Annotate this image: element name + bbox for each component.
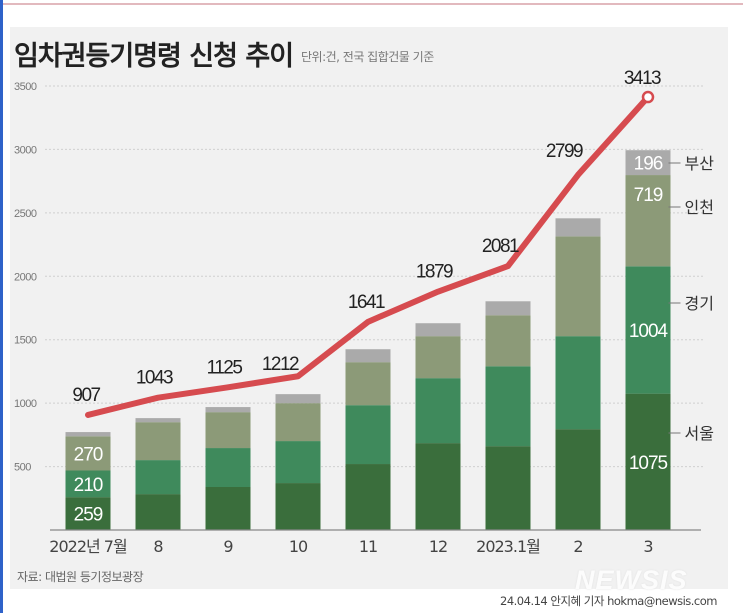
bar-segment-부산 xyxy=(485,301,531,316)
stacked-bars: 259 210 270 1075 1004 719 196 xyxy=(65,150,671,530)
bar-segment-인천 xyxy=(555,236,601,337)
bar-segment-경기 xyxy=(485,366,531,447)
segment-label: 719 xyxy=(634,185,663,206)
legend-label-인천: 인천 xyxy=(685,198,714,217)
legend-label-서울: 서울 xyxy=(685,424,714,443)
y-tick-label: 500 xyxy=(14,462,31,474)
bar-segment-인천 xyxy=(625,175,671,267)
bar-segment-서울 xyxy=(205,486,251,530)
segment-label: 259 xyxy=(74,505,103,526)
left-border xyxy=(0,0,3,613)
x-tick-label: 9 xyxy=(223,537,233,556)
bar-segment-경기 xyxy=(65,470,111,498)
bar-segment-부산 xyxy=(625,150,671,176)
x-tick-label: 10 xyxy=(289,537,308,556)
segment-label: 1075 xyxy=(629,453,668,474)
bar-segment-경기 xyxy=(275,441,321,484)
bar-segment-부산 xyxy=(135,418,181,423)
total-line-path xyxy=(85,94,651,418)
bar-segment-경기 xyxy=(345,405,391,465)
segment-label: 196 xyxy=(634,154,663,175)
y-tick-label: 3000 xyxy=(14,144,37,156)
line-value-label: 1125 xyxy=(207,357,243,378)
segment-label: 270 xyxy=(74,444,103,465)
line-value-label: 1879 xyxy=(416,262,453,283)
y-tick-label: 2000 xyxy=(14,271,37,283)
x-axis-labels: 2022년 7월 8 9 10 11 12 2023.1월 2 3 xyxy=(49,537,653,556)
bar-segment-서울 xyxy=(65,497,111,530)
x-tick-label: 2023.1월 xyxy=(476,537,540,556)
x-tick-label: 3 xyxy=(643,537,652,556)
bar-segment-부산 xyxy=(205,407,251,413)
bar-segment-인천 xyxy=(205,412,251,449)
x-tick-label: 2022년 7월 xyxy=(49,537,127,556)
bar-segment-서울 xyxy=(275,483,321,530)
line-value-label: 1212 xyxy=(262,354,299,375)
newsis-watermark: NEWSIS xyxy=(575,565,688,595)
x-tick-label: 11 xyxy=(359,537,377,556)
y-tick-label: 1500 xyxy=(14,335,37,347)
line-value-label: 1043 xyxy=(136,368,173,389)
chart-subtitle: 단위:건, 전국 집합건물 기준 xyxy=(301,50,434,64)
line-value-label: 907 xyxy=(72,385,100,406)
line-value-label: 2799 xyxy=(546,141,583,162)
chart-title: 임차권등기명령 신청 추이 xyxy=(14,41,294,72)
segment-label: 210 xyxy=(74,475,103,496)
bar-segment-부산 xyxy=(555,218,601,237)
bar-segment-서울 xyxy=(345,464,391,530)
bar-segment-경기 xyxy=(625,266,671,394)
x-tick-label: 2 xyxy=(573,537,582,556)
bar-segment-인천 xyxy=(275,403,321,442)
y-tick-label: 2500 xyxy=(14,208,37,220)
bar-segment-서울 xyxy=(625,393,671,530)
bar-segment-부산 xyxy=(345,349,391,363)
bar-segment-인천 xyxy=(415,336,461,379)
bar-segment-인천 xyxy=(345,362,391,406)
total-line: 907 1043 1125 1212 1641 1879 2081 2799 3413 xyxy=(72,68,663,418)
bar-segment-경기 xyxy=(135,460,181,495)
bar-segment-부산 xyxy=(275,394,321,404)
segment-label: 1004 xyxy=(629,321,669,342)
legend-label-경기: 경기 xyxy=(685,294,714,313)
bar-segment-서울 xyxy=(135,494,181,530)
bar-segment-인천 xyxy=(135,422,181,461)
x-tick-label: 12 xyxy=(429,537,447,556)
bar-segment-서울 xyxy=(485,446,531,530)
bar-segment-부산 xyxy=(415,323,461,337)
top-border xyxy=(3,3,743,5)
y-tick-label: 3500 xyxy=(14,81,37,93)
y-axis-ticks: 500 1000 1500 2000 2500 3000 3500 xyxy=(14,81,37,474)
bar-segment-인천 xyxy=(485,315,531,367)
author-credit: 24.04.14 안지혜 기자 hokma@newsis.com xyxy=(500,594,717,608)
bar-segment-경기 xyxy=(555,336,601,430)
bar-segment-인천 xyxy=(65,436,111,471)
source-note: 자료: 대법원 등기정보광장 xyxy=(17,570,144,584)
bar-segment-부산 xyxy=(65,432,111,437)
bar-segment-서울 xyxy=(415,443,461,530)
line-value-label: 1641 xyxy=(348,292,385,313)
legend: 서울 경기 인천 부산 xyxy=(668,154,715,443)
line-end-marker xyxy=(641,90,655,104)
x-tick-label: 8 xyxy=(153,537,163,556)
line-value-label: 3413 xyxy=(624,68,661,89)
bar-segment-경기 xyxy=(205,448,251,487)
line-value-label: 2081 xyxy=(482,236,519,257)
y-tick-label: 1000 xyxy=(14,398,37,410)
legend-label-부산: 부산 xyxy=(685,154,715,173)
bar-segment-경기 xyxy=(415,378,461,444)
bar-segment-서울 xyxy=(555,429,601,530)
